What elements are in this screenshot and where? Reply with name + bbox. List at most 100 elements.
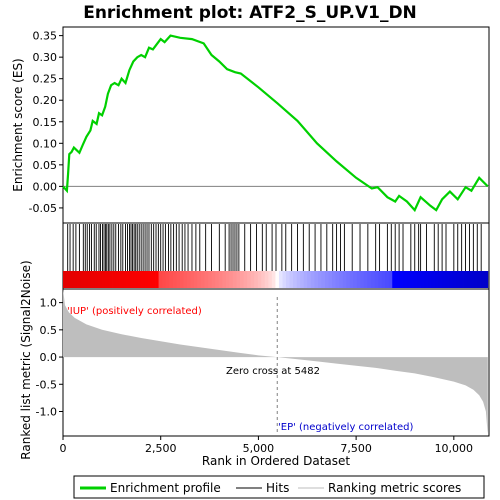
colorbar-segment — [402, 271, 407, 288]
colorbar-segment — [190, 271, 195, 288]
colorbar-segment — [275, 271, 280, 288]
x-tick-label: 7,500 — [340, 442, 372, 455]
colorbar-segment — [413, 271, 418, 288]
colorbar-segment — [179, 271, 184, 288]
colorbar-segment — [370, 271, 375, 288]
colorbar-segment — [77, 271, 82, 288]
colorbar-segment — [218, 271, 223, 288]
colorbar-segment — [303, 271, 308, 288]
colorbar-segment — [381, 271, 386, 288]
colorbar-segment — [310, 271, 315, 288]
es-y-tick-label: 0.05 — [33, 159, 58, 172]
x-tick-label: 2,500 — [145, 442, 177, 455]
colorbar-segment — [204, 271, 209, 288]
metric-y-tick-label: 1.0 — [40, 297, 58, 310]
colorbar-segment — [236, 271, 241, 288]
legend-label-hits: Hits — [266, 481, 289, 495]
colorbar-segment — [155, 271, 159, 288]
es-y-tick-label: 0.35 — [33, 30, 58, 43]
ranking-metric-area — [63, 289, 488, 434]
colorbar-segment — [247, 271, 252, 288]
metric-y-tick-label: -0.5 — [36, 378, 57, 391]
colorbar-segment — [480, 271, 485, 288]
colorbar-segment — [353, 271, 358, 288]
colorbar-segment — [448, 271, 453, 288]
colorbar-segment — [268, 271, 273, 288]
colorbar-segment — [232, 271, 237, 288]
colorbar-segment — [424, 271, 429, 288]
colorbar-segment — [264, 271, 269, 288]
colorbar-segment — [466, 271, 471, 288]
colorbar-segment — [463, 271, 467, 288]
colorbar-segment — [116, 271, 121, 288]
colorbar-segment — [339, 271, 344, 288]
legend-box — [73, 475, 485, 499]
colorbar-segment — [363, 271, 368, 288]
colorbar-segment — [335, 271, 340, 288]
x-tick-label: 5,000 — [243, 442, 275, 455]
colorbar-segment — [211, 271, 216, 288]
colorbar-segment — [455, 271, 460, 288]
colorbar-segment — [91, 271, 96, 288]
colorbar-segment — [197, 271, 202, 288]
colorbar-segment — [70, 271, 75, 288]
colorbar-segment — [395, 271, 400, 288]
colorbar-segment — [300, 271, 305, 288]
metric-y-tick-label: 0.0 — [40, 351, 58, 364]
colorbar-segment — [193, 271, 198, 288]
metric-y-tick-label: 0.5 — [40, 324, 58, 337]
colorbar-segment — [151, 271, 156, 288]
colorbar-segment — [473, 271, 478, 288]
colorbar-segment — [470, 271, 475, 288]
colorbar-segment — [374, 271, 379, 288]
es-y-tick-label: 0.00 — [33, 180, 58, 193]
positive-correlation-label: 'IUP' (positively correlated) — [67, 306, 202, 317]
colorbar-segment — [63, 271, 67, 288]
colorbar-segment — [332, 271, 336, 288]
colorbar-segment — [360, 271, 365, 288]
colorbar-segment — [409, 271, 414, 288]
colorbar-segment — [208, 271, 213, 288]
colorbar-segment — [441, 271, 446, 288]
colorbar-segment — [229, 271, 234, 288]
colorbar-segment — [388, 271, 393, 288]
colorbar-segment — [314, 271, 319, 288]
colorbar-segment — [378, 271, 383, 288]
es-y-axis-label: Enrichment score (ES) — [11, 58, 25, 191]
colorbar-segment — [215, 271, 220, 288]
colorbar-segment — [324, 271, 329, 288]
colorbar-segment — [119, 271, 124, 288]
colorbar-segment — [225, 271, 230, 288]
axes-layer: -0.050.000.050.100.150.200.250.300.351.0… — [29, 30, 474, 455]
colorbar-segment — [172, 271, 177, 288]
colorbar-segment — [201, 271, 206, 288]
colorbar-segment — [147, 271, 152, 288]
colorbar-segment — [367, 271, 372, 288]
colorbar-segment — [307, 271, 312, 288]
colorbar-segment — [140, 271, 145, 288]
colorbar-segment — [417, 271, 421, 288]
colorbar-segment — [257, 271, 262, 288]
colorbar-segment — [445, 271, 450, 288]
metric-layer — [63, 289, 488, 436]
colorbar-segment — [484, 271, 489, 288]
colorbar-segment — [278, 271, 283, 288]
colorbar-segment — [321, 271, 326, 288]
colorbar-segment — [356, 271, 361, 288]
colorbar-segment — [427, 271, 432, 288]
colorbar-segment — [434, 271, 439, 288]
colorbar-segment — [420, 271, 425, 288]
x-tick-label: 0 — [60, 442, 67, 455]
colorbar-segment — [240, 271, 244, 288]
x-axis-label: Rank in Ordered Dataset — [202, 454, 350, 468]
colorbar-segment — [399, 271, 404, 288]
colorbar-segment — [133, 271, 138, 288]
metric-y-axis-label: Ranked list metric (Signal2Noise) — [19, 260, 33, 459]
es-y-tick-label: 0.25 — [33, 73, 58, 86]
colorbar-segment — [162, 271, 167, 288]
colorbar-segment — [98, 271, 103, 288]
colorbar-segment — [459, 271, 464, 288]
colorbar-segment — [289, 271, 294, 288]
colorbar-segment — [286, 271, 290, 288]
